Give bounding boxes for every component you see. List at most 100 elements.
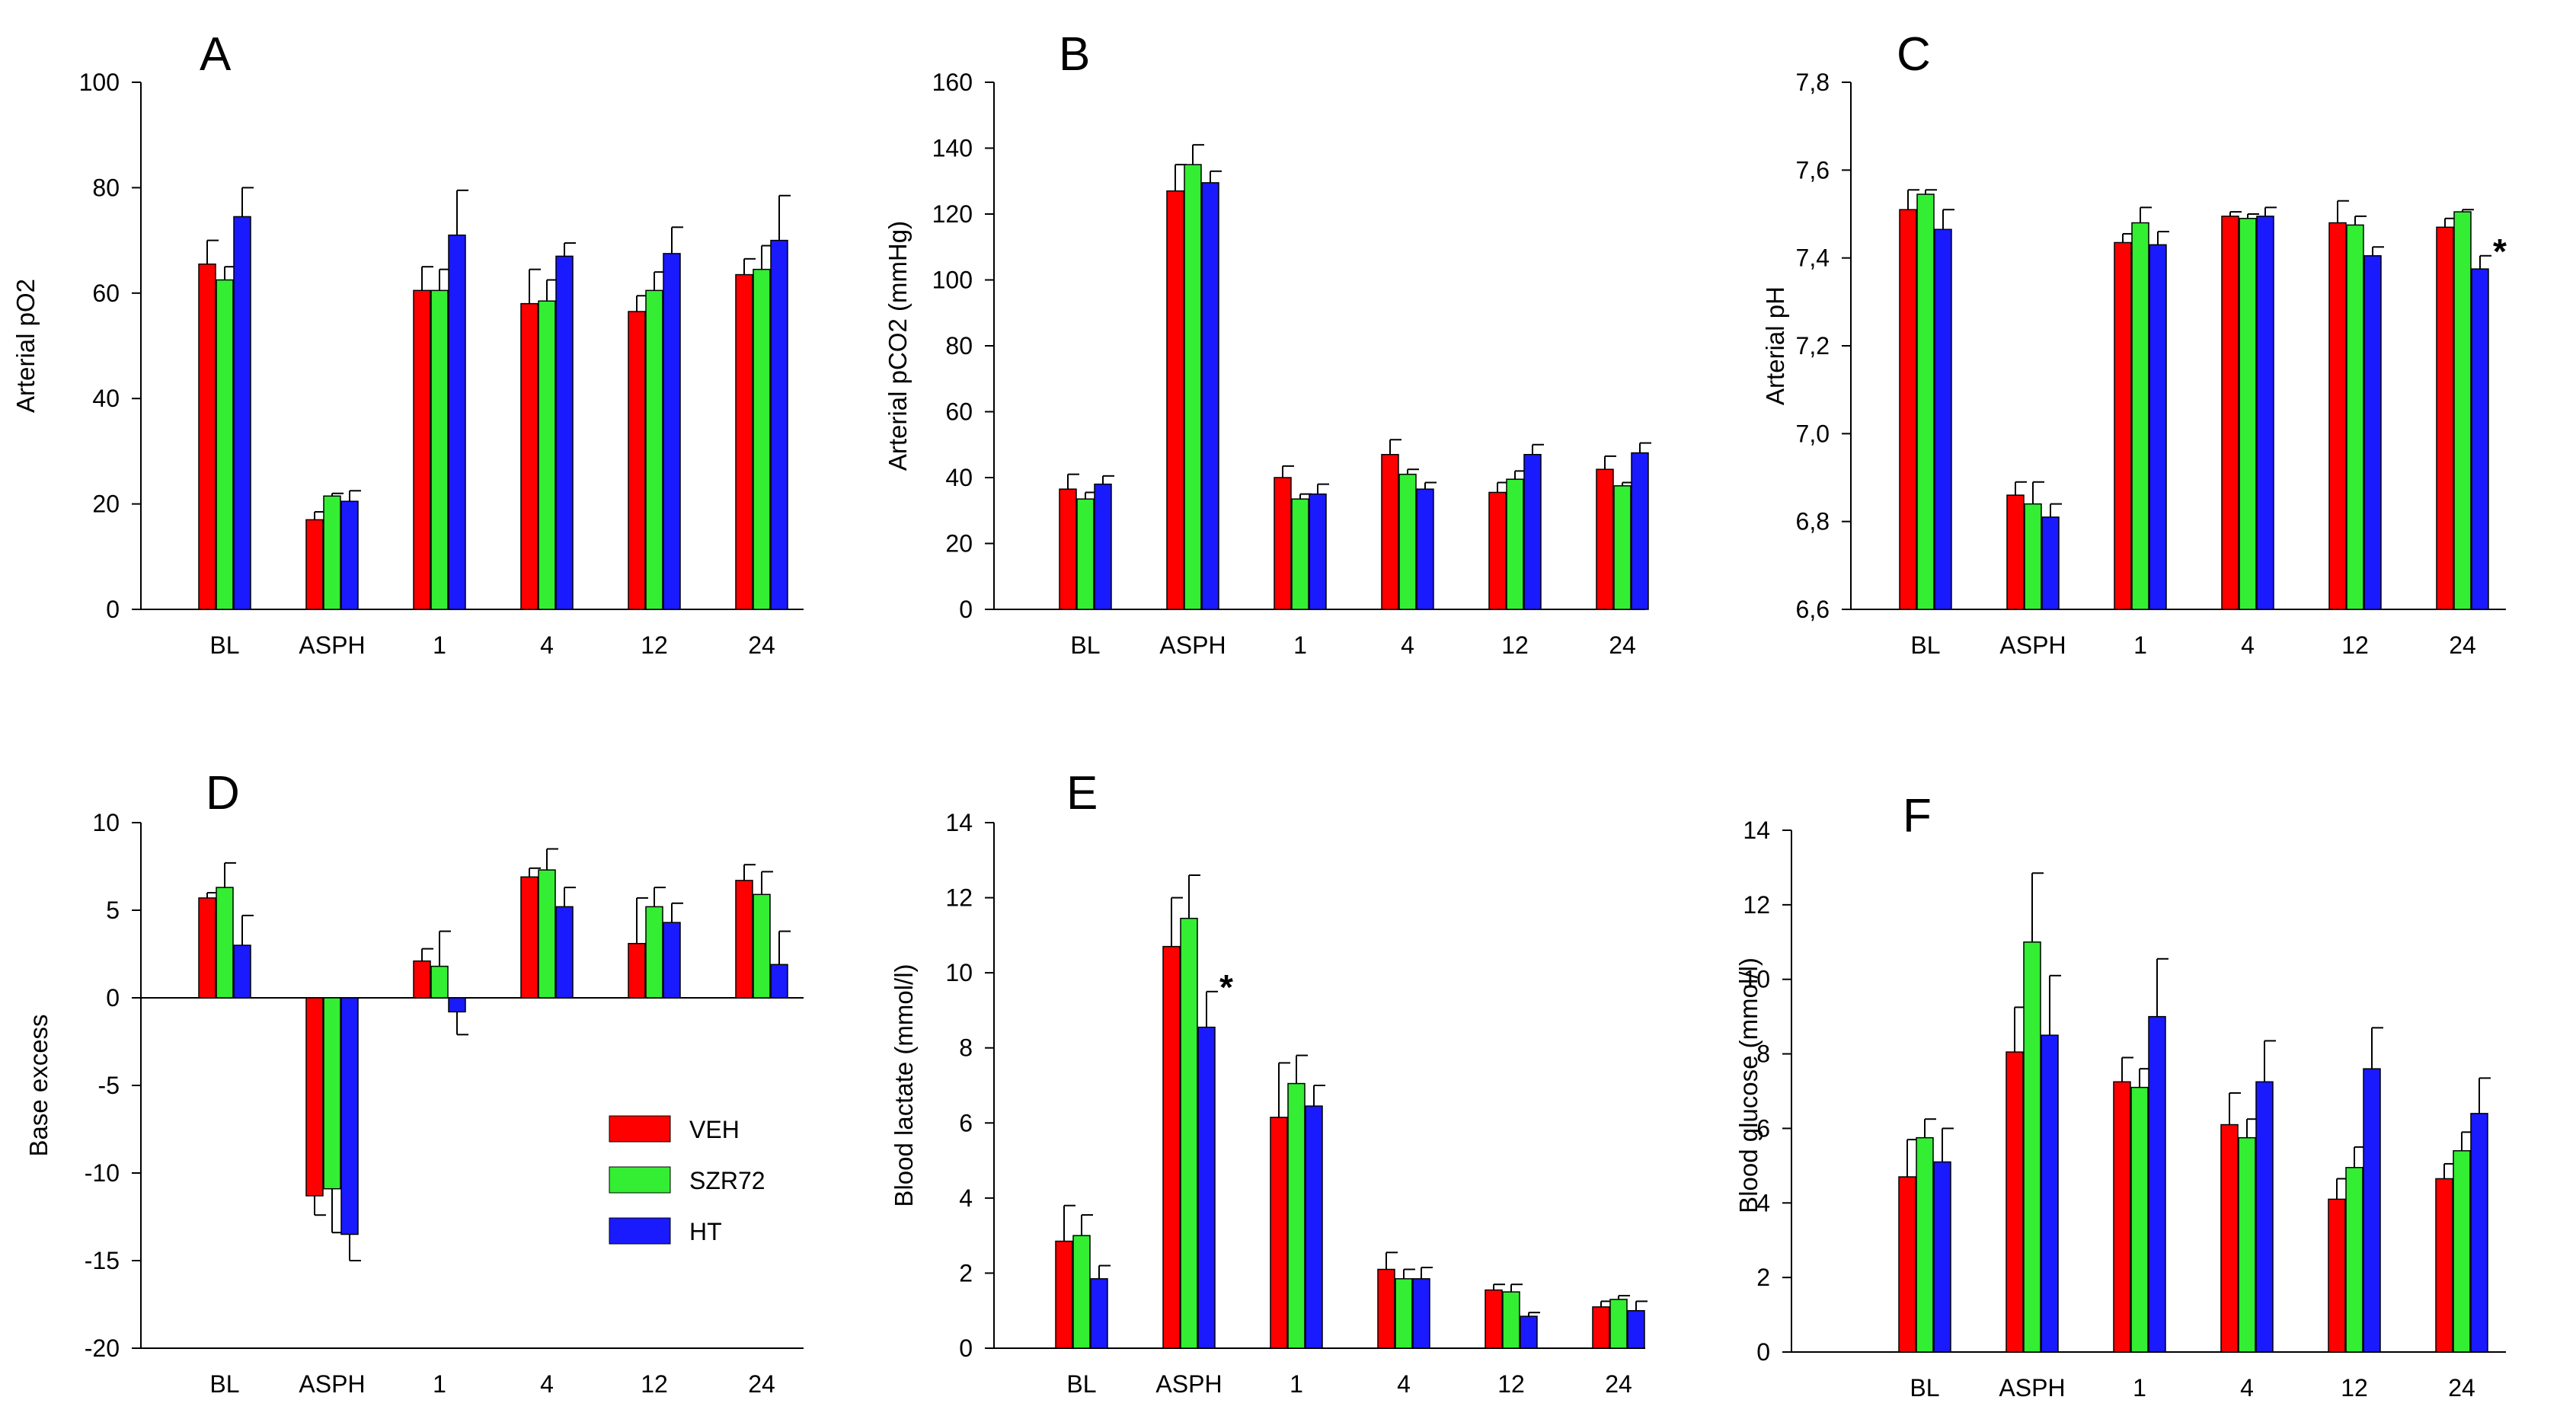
bar-e-24-veh	[1592, 1306, 1610, 1349]
bar-e-24-szr72	[1609, 1299, 1628, 1349]
y-tick-label-e: 6	[959, 1109, 973, 1136]
x-tick-label-e-1: 1	[1290, 1370, 1303, 1398]
legend-label-ht: HT	[689, 1218, 722, 1245]
x-tick-label-b-bl: BL	[1070, 631, 1100, 659]
y-axis-title-b: Arterial pCO2 (mmHg)	[884, 221, 912, 471]
y-tick-label-d: 10	[92, 809, 120, 836]
bar-f-12-szr72	[2345, 1167, 2363, 1353]
bar-c-asph-veh	[2006, 494, 2025, 610]
legend: VEH SZR72 HT	[609, 1115, 765, 1245]
y-tick-label-b: 20	[945, 530, 973, 558]
legend-label-veh: VEH	[689, 1116, 740, 1143]
bar-d-12-ht	[663, 922, 681, 999]
bar-a-asph-szr72	[323, 495, 341, 610]
bar-e-asph-szr72	[1180, 917, 1198, 1349]
chart-panel-b: 0 20 40 60 80 100 120 140 160 BL ASPH 1 4 12 24 Arteria…	[884, 69, 1651, 659]
bar-b-24-veh	[1596, 468, 1614, 610]
bar-f-24-ht	[2470, 1113, 2488, 1353]
bar-b-bl-szr72	[1076, 498, 1095, 610]
y-tick-label-c: 7,6	[1796, 156, 1830, 184]
bar-d-24-veh	[735, 880, 753, 999]
bar-d-asph-ht	[340, 997, 359, 1235]
y-tick-label-b: 60	[945, 398, 973, 426]
bar-d-bl-ht	[233, 945, 251, 999]
bar-f-asph-ht	[2041, 1034, 2059, 1353]
legend-swatch-veh	[609, 1115, 671, 1143]
bar-e-12-veh	[1485, 1289, 1503, 1349]
y-tick-label-e: 2	[959, 1259, 973, 1287]
y-tick-label-b: 0	[959, 596, 973, 623]
bar-f-bl-veh	[1898, 1176, 1916, 1353]
x-tick-label-a-bl: BL	[209, 631, 239, 659]
bar-b-24-ht	[1631, 452, 1649, 610]
bar-c-bl-ht	[1934, 229, 1952, 610]
x-tick-label-a-24: 24	[748, 631, 775, 659]
bar-b-1-szr72	[1291, 498, 1309, 610]
bar-a-1-ht	[448, 234, 466, 610]
significance-star-c: *	[2493, 232, 2507, 271]
bar-f-24-veh	[2435, 1178, 2453, 1353]
bar-e-4-veh	[1377, 1268, 1395, 1349]
y-tick-label-f: 6	[1756, 1114, 1770, 1142]
bar-f-asph-szr72	[2023, 941, 2041, 1353]
y-axis-title-e: Blood lactate (mmol/l)	[890, 964, 918, 1207]
x-tick-label-b-asph: ASPH	[1159, 631, 1226, 659]
bar-b-12-szr72	[1506, 478, 1524, 610]
bar-a-24-veh	[735, 273, 753, 610]
y-tick-label-f: 12	[1743, 891, 1770, 919]
y-tick-label-e: 14	[945, 809, 973, 836]
bar-f-bl-szr72	[1916, 1136, 1934, 1353]
y-tick-label-f: 0	[1756, 1338, 1770, 1366]
bar-d-24-ht	[770, 964, 788, 999]
y-tick-label-d: 5	[106, 897, 120, 924]
bar-a-24-ht	[770, 239, 788, 610]
bar-c-4-ht	[2256, 216, 2274, 610]
bar-a-bl-ht	[233, 216, 251, 610]
bar-d-bl-szr72	[216, 887, 234, 999]
bar-d-24-szr72	[753, 893, 771, 999]
bar-b-asph-szr72	[1184, 164, 1202, 610]
bar-a-bl-szr72	[216, 279, 234, 610]
bar-e-asph-veh	[1162, 945, 1181, 1349]
bar-f-1-ht	[2148, 1015, 2166, 1353]
x-tick-label-a-4: 4	[540, 631, 554, 659]
bar-c-1-szr72	[2131, 222, 2149, 610]
bar-a-24-szr72	[753, 268, 771, 610]
y-tick-label-f: 10	[1743, 966, 1770, 993]
x-tick-label-c-asph: ASPH	[1999, 631, 2066, 659]
bar-d-4-szr72	[538, 869, 556, 999]
x-tick-label-e-12: 12	[1497, 1370, 1525, 1398]
bar-c-1-ht	[2149, 244, 2167, 610]
bar-a-asph-veh	[305, 519, 324, 610]
bar-f-bl-ht	[1933, 1161, 1951, 1353]
x-tick-label-b-24: 24	[1609, 631, 1636, 659]
bar-d-12-szr72	[645, 906, 663, 999]
bar-f-1-szr72	[2130, 1086, 2149, 1353]
legend-swatch-szr72	[609, 1166, 671, 1194]
y-tick-label-a: 100	[79, 69, 120, 96]
bar-e-asph-ht	[1197, 1026, 1216, 1349]
bar-f-12-ht	[2363, 1068, 2381, 1353]
chart-panel-c: 6,6 6,8 7,0 7,2 7,4 7,6 7,8 BL ASPH 1 4 12 24 Arteria…	[1761, 69, 2507, 659]
bar-a-1-veh	[413, 289, 431, 610]
chart-panel-a: 0 20 40 60 80 100 BL ASPH 1 4 12 24 Arterial pO2	[11, 69, 804, 659]
bar-d-asph-veh	[305, 997, 324, 1197]
bar-a-12-szr72	[645, 289, 663, 610]
bar-c-4-szr72	[2239, 218, 2257, 610]
bar-d-1-szr72	[430, 965, 449, 999]
y-axis-title-c: Arterial pH	[1761, 286, 1789, 405]
bar-f-1-veh	[2113, 1081, 2131, 1353]
y-tick-label-e: 4	[959, 1184, 973, 1212]
x-tick-label-d-4: 4	[540, 1370, 554, 1398]
y-tick-label-b: 80	[945, 332, 973, 360]
y-tick-label-c: 6,6	[1796, 596, 1830, 623]
bar-c-12-szr72	[2346, 224, 2364, 610]
x-tick-label-b-12: 12	[1501, 631, 1529, 659]
bar-c-24-szr72	[2453, 211, 2472, 610]
bar-c-12-ht	[2363, 255, 2382, 610]
y-tick-label-d: -20	[85, 1334, 120, 1362]
bar-d-4-ht	[555, 906, 574, 999]
y-tick-label-f: 2	[1756, 1264, 1770, 1291]
bar-e-12-ht	[1520, 1315, 1538, 1349]
